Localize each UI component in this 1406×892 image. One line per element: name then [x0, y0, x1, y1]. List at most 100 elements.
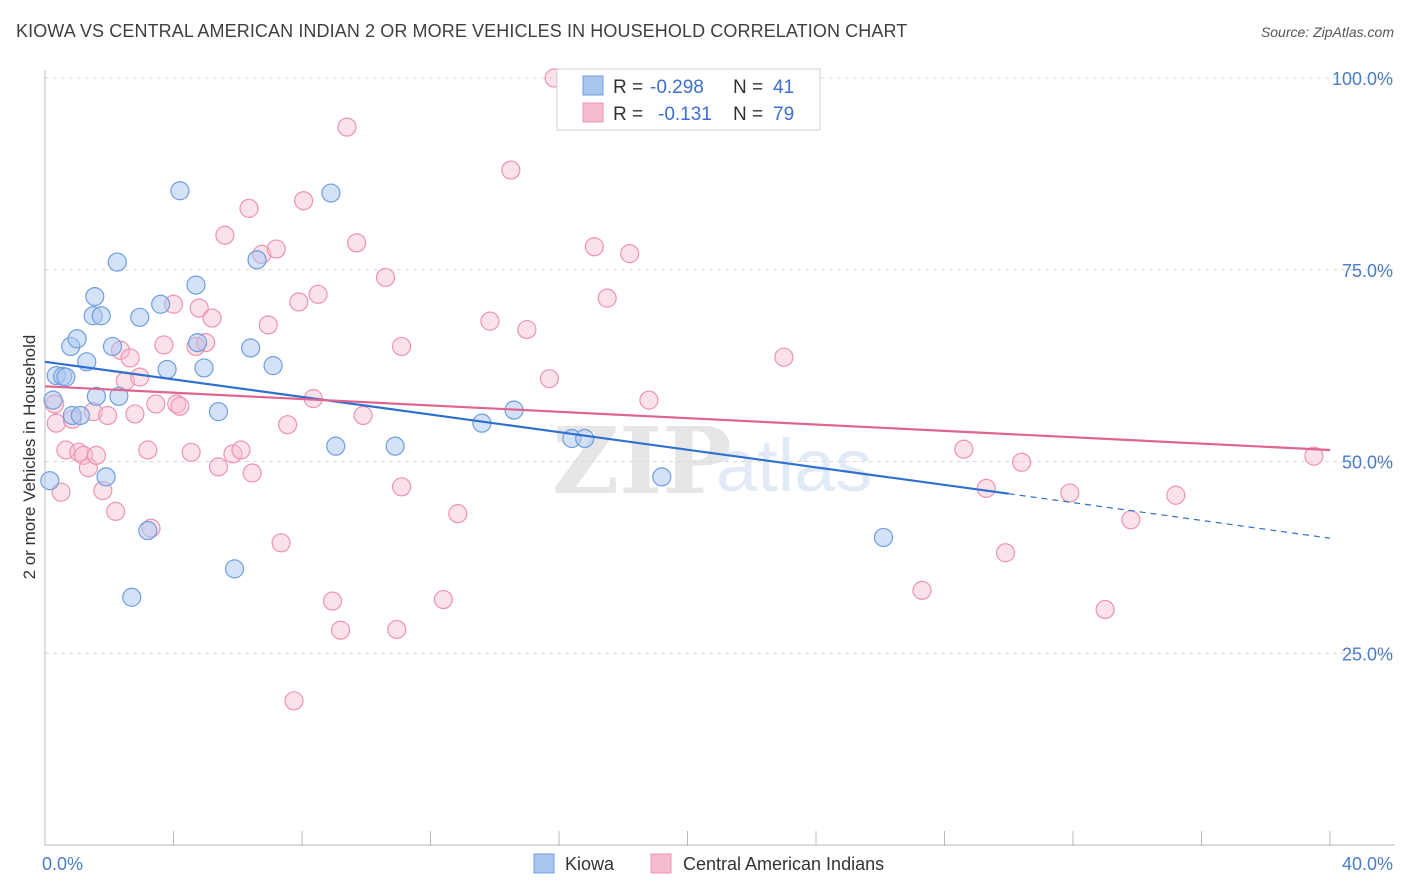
cai-point	[353, 405, 373, 426]
cai-point	[597, 288, 617, 308]
cai-point	[391, 477, 412, 497]
cai-point	[1121, 510, 1141, 530]
cai-point	[433, 589, 453, 610]
stats-legend: R = -0.298 N = 41 R = -0.131 N = 79	[556, 68, 821, 131]
kiowa-point	[56, 367, 76, 387]
kiowa-point	[138, 520, 158, 541]
kiowa-point	[102, 336, 123, 357]
cai-point	[120, 348, 140, 368]
kiowa-legend-swatch	[582, 75, 604, 96]
cai-point	[289, 292, 309, 312]
kiowa-point	[122, 587, 142, 607]
kiowa-point	[326, 436, 346, 456]
series-legend: Kiowa Central American Indians	[533, 853, 884, 874]
cai-point	[294, 191, 314, 211]
y-axis-label: 2 or more Vehicles in Household	[20, 335, 39, 580]
cai-point	[347, 233, 367, 253]
kiowa-point	[321, 183, 341, 203]
kiowa-r-label: R =	[613, 77, 643, 98]
kiowa-point	[109, 386, 129, 406]
cai-point	[912, 580, 932, 600]
kiowa-point	[187, 333, 208, 353]
cai-point	[391, 336, 412, 357]
kiowa-point	[107, 252, 127, 272]
kiowa-point	[151, 294, 171, 314]
cai-point	[154, 335, 174, 355]
cai-point	[138, 440, 158, 460]
cai-point	[106, 501, 126, 521]
kiowa-point	[241, 338, 261, 358]
cai-point	[954, 439, 974, 459]
cai-point	[620, 244, 640, 264]
cai-point	[1095, 599, 1115, 620]
cai-point	[1011, 452, 1032, 472]
cai-point	[774, 347, 794, 367]
cai-point	[322, 591, 343, 611]
cai-point	[480, 311, 500, 331]
cai-point	[308, 284, 328, 304]
cai-point	[266, 239, 286, 259]
kiowa-n-value: 41	[773, 77, 794, 98]
cai-point	[448, 504, 468, 524]
kiowa-point	[40, 471, 60, 491]
cai-point	[1304, 446, 1324, 466]
cai-point	[277, 415, 298, 435]
cai-n-value: 79	[773, 104, 794, 125]
cai-point	[330, 620, 351, 640]
kiowa-point	[96, 467, 116, 487]
y-tick-label: 75.0%	[1342, 261, 1393, 281]
cai-point	[639, 390, 659, 410]
cai-point	[146, 394, 166, 414]
kiowa-point	[157, 359, 177, 380]
cai-point	[242, 463, 262, 483]
y-tick-label: 100.0%	[1332, 69, 1393, 89]
kiowa-point	[170, 181, 190, 201]
cai-series-name: Central American Indians	[683, 854, 884, 874]
kiowa-point	[186, 275, 206, 295]
cai-point	[170, 396, 190, 416]
x-tick-label: 40.0%	[1342, 854, 1393, 874]
cai-point	[215, 225, 235, 245]
cai-point	[387, 619, 407, 640]
kiowa-point	[91, 306, 111, 326]
kiowa-n-label: N =	[733, 77, 763, 98]
kiowa-point	[130, 307, 150, 327]
trend-lines	[44, 360, 1331, 539]
cai-trend-line	[44, 385, 1331, 452]
cai-n-label: N =	[733, 104, 763, 125]
kiowa-point	[575, 428, 595, 449]
kiowa-point	[43, 390, 63, 410]
kiowa-trend-line	[44, 360, 1009, 495]
cai-r-label: R =	[613, 104, 643, 125]
cai-point	[584, 237, 604, 257]
cai-point	[86, 445, 107, 465]
cai-point	[181, 442, 201, 462]
cai-point	[258, 315, 278, 335]
kiowa-points	[40, 181, 894, 607]
cai-point	[125, 404, 145, 424]
chart-title: KIOWA VS CENTRAL AMERICAN INDIAN 2 OR MO…	[16, 21, 908, 41]
cai-r-value: -0.131	[658, 104, 712, 125]
cai-point	[98, 405, 118, 426]
cai-point	[202, 308, 222, 328]
cai-point	[976, 478, 996, 498]
cai-point	[501, 160, 521, 180]
cai-point	[271, 533, 291, 553]
kiowa-point	[67, 329, 87, 349]
cai-bottom-swatch	[650, 853, 672, 874]
cai-point	[208, 457, 229, 477]
cai-point	[51, 482, 71, 502]
cai-point	[46, 413, 66, 433]
kiowa-point	[86, 386, 107, 406]
kiowa-r-value: -0.298	[650, 77, 704, 98]
cai-point	[337, 117, 357, 137]
tick-labels: 25.0% 50.0% 75.0% 100.0% 0.0% 40.0%	[42, 69, 1393, 874]
kiowa-point	[873, 527, 894, 548]
kiowa-point	[224, 559, 245, 579]
cai-point	[539, 369, 559, 389]
cai-point	[239, 198, 259, 218]
cai-point	[284, 691, 304, 711]
y-tick-label: 50.0%	[1342, 453, 1393, 473]
kiowa-point	[194, 358, 214, 378]
